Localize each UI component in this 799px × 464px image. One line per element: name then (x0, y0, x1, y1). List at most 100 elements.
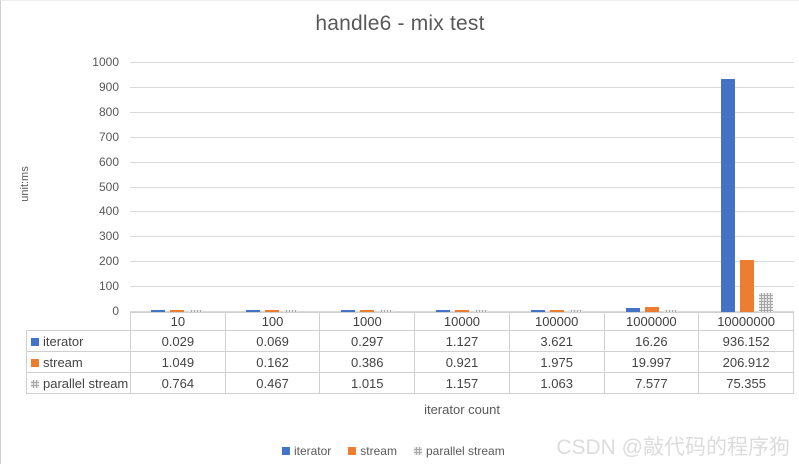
bar-iterator (246, 310, 261, 312)
bar-parallel-stream (758, 293, 773, 312)
gridline (130, 161, 794, 163)
bar-parallel-stream (189, 310, 204, 312)
table-header-row: 10 100 1000 10000 100000 1000000 10000000 (27, 312, 794, 331)
value-cell: 1.127 (414, 330, 510, 352)
value-cell: 1.063 (508, 372, 605, 394)
value-cell: 0.764 (130, 372, 226, 394)
series-swatch-icon (31, 338, 39, 346)
plot-area (130, 62, 794, 312)
y-axis-tick-label: 300 (98, 229, 119, 244)
value-cell: 936.152 (698, 330, 794, 352)
legend-item-iterator: iterator (281, 444, 331, 458)
legend-swatch-icon (348, 447, 357, 455)
category-header-cell: 10000000 (698, 312, 794, 331)
bar-parallel-stream (663, 310, 678, 312)
legend-item-parallel-stream: parallel stream (413, 444, 505, 458)
gridline (130, 211, 794, 213)
value-cell: 1.157 (414, 372, 510, 394)
bar-group-10000000 (699, 63, 794, 312)
bar-group-10000 (415, 63, 510, 312)
y-axis-title: unit:ms (19, 166, 31, 202)
bar-stream (455, 310, 469, 312)
gridline (130, 261, 794, 263)
chart-title: handle6 - mix test (315, 12, 485, 35)
series-label: iterator (43, 333, 84, 349)
bar-iterator (625, 307, 640, 312)
category-header-cell: 1000000 (603, 312, 700, 331)
value-cell: 7.577 (603, 372, 700, 394)
table-corner-cell (27, 313, 131, 331)
bar-iterator (341, 310, 356, 312)
legend-swatch-icon (281, 447, 290, 455)
value-cell: 1.049 (130, 351, 226, 373)
legend-label: stream (360, 444, 397, 458)
y-axis-tick-label: 0 (112, 304, 119, 318)
table-row: iterator 0.029 0.069 0.297 1.127 3.621 16.26 93… (26, 330, 794, 352)
bar-parallel-stream (568, 310, 583, 312)
value-cell: 19.997 (603, 351, 700, 373)
legend-swatch-icon (413, 447, 422, 455)
bar-parallel-stream (284, 310, 299, 312)
bar-group-100000 (509, 63, 604, 312)
y-axis-tick-label: 500 (98, 179, 119, 194)
bar-groups (130, 63, 794, 312)
gridline (130, 62, 794, 63)
y-axis-tick-label: 400 (98, 204, 119, 219)
y-axis-tick-label: 200 (98, 254, 119, 269)
bar-iterator (530, 310, 545, 312)
value-cell: 0.386 (319, 351, 416, 373)
series-swatch-icon (31, 359, 39, 367)
bar-group-10 (130, 63, 225, 312)
watermark-text: CSDN @敲代码的程序狗 (556, 436, 790, 459)
value-cell: 0.297 (319, 330, 416, 352)
legend: iterator stream parallel stream (281, 444, 505, 458)
category-header-cell: 10000 (414, 312, 510, 331)
table-row: parallel stream 0.764 0.467 1.015 1.157 1.063… (26, 372, 794, 394)
value-cell: 75.355 (698, 372, 794, 394)
y-axis-tick-label: 900 (98, 79, 119, 94)
value-cell: 0.467 (224, 372, 321, 394)
value-cell: 3.621 (508, 330, 605, 352)
table-row: stream 1.049 0.162 0.386 0.921 1.975 19.997 206… (26, 351, 794, 373)
y-axis-tick-label: 1000 (92, 55, 119, 69)
value-cell: 16.26 (603, 330, 700, 352)
gridline (130, 136, 794, 138)
y-axis-tick-label: 800 (98, 104, 119, 119)
bar-stream (360, 310, 375, 312)
legend-item-stream: stream (348, 444, 397, 458)
bar-stream (170, 310, 185, 312)
series-label: stream (43, 354, 83, 370)
series-label: parallel stream (43, 375, 129, 391)
series-label-cell: parallel stream (26, 372, 131, 394)
category-header-cell: 100000 (508, 312, 605, 331)
gridline (130, 111, 794, 113)
gridline (130, 186, 794, 188)
bar-iterator (436, 310, 450, 312)
bar-group-1000 (320, 63, 415, 312)
bar-iterator (151, 310, 166, 312)
series-label-cell: stream (26, 351, 131, 373)
gridline (130, 236, 794, 238)
bar-iterator (720, 78, 735, 312)
x-axis-title: iterator count (424, 402, 500, 417)
bar-group-1000000 (604, 63, 699, 312)
value-cell: 206.912 (698, 351, 794, 373)
value-cell: 0.069 (224, 330, 321, 352)
bar-parallel-stream (379, 310, 394, 312)
value-cell: 1.015 (319, 372, 416, 394)
y-axis-tick-label: 100 (98, 279, 119, 294)
bar-group-100 (225, 63, 320, 312)
category-header-cell: 100 (224, 312, 321, 331)
value-cell: 1.975 (508, 351, 605, 373)
category-header-cell: 10 (130, 312, 226, 331)
bar-parallel-stream (474, 310, 488, 312)
bar-stream (644, 307, 659, 312)
value-cell: 0.029 (130, 330, 226, 352)
value-cell: 0.162 (224, 351, 321, 373)
category-header-cell: 1000 (319, 312, 416, 331)
data-table: 10 100 1000 10000 100000 1000000 10000000 itera… (26, 312, 794, 394)
legend-label: parallel stream (425, 444, 505, 458)
gridline (130, 286, 794, 288)
bar-stream (739, 260, 754, 312)
